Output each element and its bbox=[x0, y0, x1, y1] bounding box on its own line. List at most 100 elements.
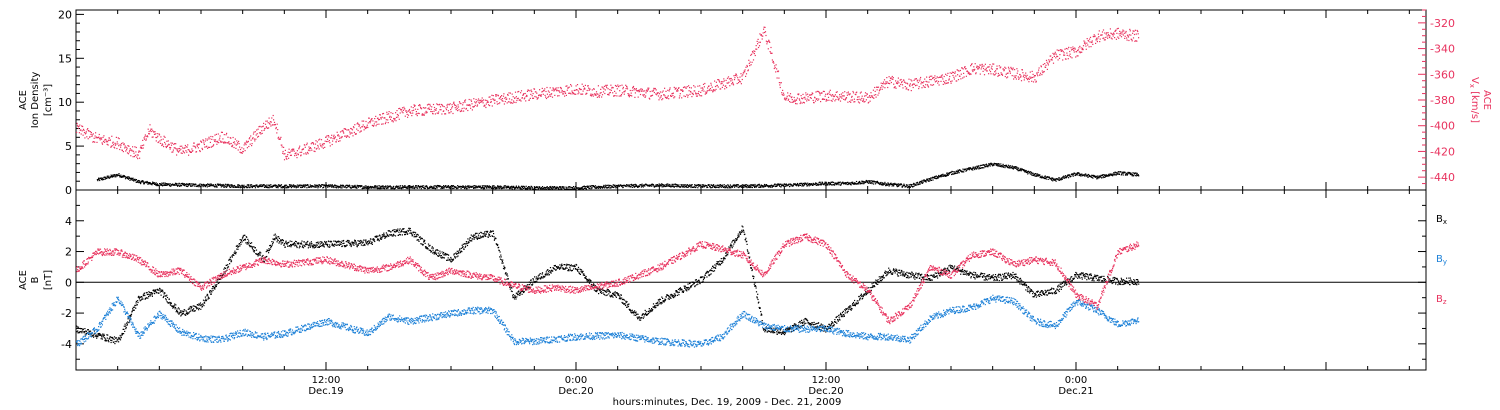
velocity-series-point bbox=[253, 131, 255, 133]
density-series-point bbox=[853, 183, 855, 185]
density-series-point bbox=[598, 186, 600, 189]
density-series-point bbox=[835, 183, 837, 185]
velocity-series-point bbox=[187, 144, 189, 146]
velocity-series-point bbox=[926, 84, 929, 86]
density-series-point bbox=[135, 179, 137, 181]
velocity-series-point bbox=[414, 105, 416, 107]
velocity-series-point bbox=[464, 101, 466, 103]
velocity-series-point bbox=[411, 110, 413, 112]
density-series-point bbox=[524, 186, 526, 188]
velocity-series-point bbox=[1009, 72, 1011, 74]
density-series-point bbox=[470, 186, 472, 188]
velocity-series-point bbox=[265, 120, 267, 122]
velocity-series-point bbox=[300, 154, 302, 156]
density-series-point bbox=[721, 184, 723, 187]
density-series-point bbox=[391, 187, 394, 189]
density-series-point bbox=[1123, 172, 1125, 174]
density-series-point bbox=[940, 176, 942, 178]
density-series-point bbox=[988, 163, 990, 165]
density-series-point bbox=[615, 185, 617, 187]
velocity-series-point bbox=[570, 93, 572, 95]
velocity-series-point bbox=[266, 127, 268, 129]
density-series-point bbox=[1104, 174, 1106, 176]
density-series-point bbox=[327, 185, 330, 187]
velocity-series-point bbox=[259, 132, 261, 134]
density-series-point bbox=[1026, 171, 1028, 174]
velocity-series-point bbox=[944, 81, 946, 84]
velocity-series-point bbox=[594, 93, 596, 95]
velocity-series-point bbox=[94, 135, 96, 137]
velocity-series-point bbox=[823, 98, 825, 100]
density-series-point bbox=[1076, 173, 1078, 176]
density-series-point bbox=[764, 186, 766, 188]
velocity-series-point bbox=[174, 147, 176, 149]
density-series-point bbox=[776, 185, 778, 187]
velocity-series-point bbox=[152, 136, 154, 138]
velocity-series-point bbox=[801, 98, 804, 100]
density-series-point bbox=[1075, 174, 1077, 176]
density-series-point bbox=[346, 184, 348, 186]
velocity-series-point bbox=[314, 150, 316, 153]
density-series-point bbox=[842, 182, 844, 184]
velocity-series-point bbox=[502, 95, 505, 97]
velocity-series-point bbox=[688, 85, 690, 87]
density-series-point bbox=[712, 186, 714, 188]
density-series-point bbox=[1011, 166, 1013, 168]
velocity-series-point bbox=[610, 89, 612, 91]
density-series-point bbox=[357, 186, 359, 188]
density-series-point bbox=[935, 175, 937, 177]
density-series-point bbox=[882, 182, 884, 184]
velocity-series-point bbox=[846, 92, 848, 94]
velocity-series-point bbox=[369, 121, 371, 123]
velocity-series-point bbox=[720, 88, 722, 90]
velocity-series-point bbox=[558, 90, 561, 92]
velocity-series-point bbox=[1074, 47, 1076, 49]
velocity-series-point bbox=[705, 91, 707, 93]
velocity-series-point bbox=[432, 103, 435, 106]
density-series-point bbox=[380, 185, 382, 188]
density-series-point bbox=[701, 184, 703, 186]
density-series-point bbox=[222, 185, 224, 187]
density-series-point bbox=[821, 183, 823, 185]
velocity-series-point bbox=[507, 101, 510, 103]
density-series-point bbox=[114, 174, 116, 176]
density-series-point bbox=[604, 187, 606, 189]
velocity-series-point bbox=[158, 133, 160, 135]
velocity-series-point bbox=[834, 100, 836, 102]
velocity-series-point bbox=[418, 104, 420, 107]
density-series-point bbox=[369, 186, 371, 188]
velocity-series-point bbox=[280, 136, 282, 138]
velocity-series-point bbox=[638, 89, 640, 91]
velocity-series-point bbox=[928, 81, 930, 83]
velocity-series-point bbox=[614, 84, 617, 87]
velocity-series-point bbox=[393, 119, 395, 121]
velocity-series-point bbox=[789, 101, 791, 103]
density-series-point bbox=[820, 182, 822, 185]
velocity-series-point bbox=[82, 128, 85, 130]
density-series-point bbox=[1083, 174, 1085, 176]
density-series-point bbox=[724, 186, 726, 188]
density-series-point bbox=[982, 164, 984, 166]
density-series-point bbox=[1125, 173, 1127, 175]
velocity-series-point bbox=[1020, 76, 1022, 78]
velocity-series-point bbox=[939, 76, 942, 78]
velocity-series-point bbox=[173, 147, 175, 149]
velocity-series-point bbox=[956, 69, 958, 71]
density-series-point bbox=[801, 183, 803, 185]
velocity-series-point bbox=[646, 90, 648, 92]
velocity-series-point bbox=[770, 52, 772, 54]
velocity-series-point bbox=[953, 76, 955, 78]
density-series-point bbox=[660, 185, 662, 187]
density-series-point bbox=[676, 186, 678, 188]
velocity-series-point bbox=[1077, 55, 1079, 57]
density-series-point bbox=[378, 187, 380, 190]
velocity-series-point bbox=[427, 103, 430, 105]
velocity-series-point bbox=[899, 79, 901, 81]
density-series-point bbox=[823, 184, 825, 186]
velocity-series-point bbox=[353, 131, 355, 133]
density-series-point bbox=[915, 182, 917, 184]
density-series-point bbox=[630, 186, 632, 188]
velocity-series-point bbox=[1014, 76, 1017, 78]
density-series-point bbox=[240, 186, 242, 188]
velocity-series-point bbox=[679, 95, 681, 97]
